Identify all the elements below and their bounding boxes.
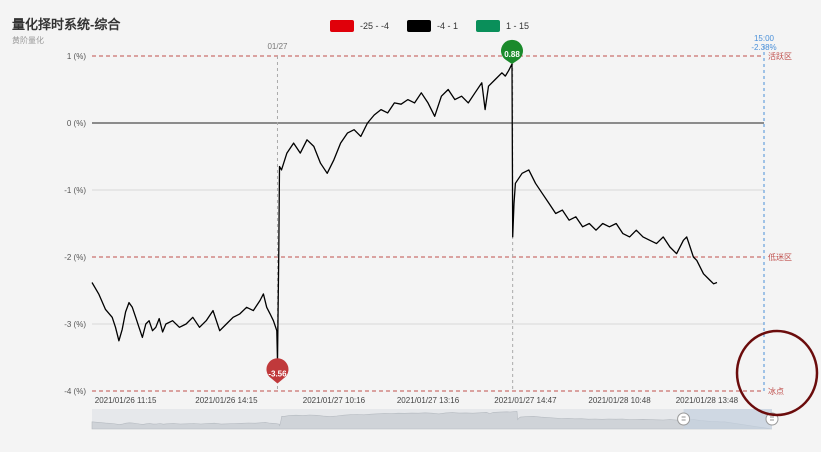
navigator-selection[interactable] [683,409,772,429]
min-marker-label: -3.56 [268,370,287,379]
chart-subtitle: 黄阶量化 [12,36,44,45]
y-tick-label: -4 (%) [64,387,86,396]
legend-item[interactable]: 1 - 15 [476,20,529,32]
legend-item[interactable]: -25 - -4 [330,20,389,32]
y-tick-label: 1 (%) [67,52,86,61]
max-marker-pin[interactable] [501,39,524,65]
legend-swatch [407,20,432,32]
y-tick-label: -2 (%) [64,253,86,262]
legend-item[interactable]: -4 - 1 [407,20,458,32]
zone-label: 低迷区 [768,252,792,262]
legend-label: 1 - 15 [506,21,530,31]
series-line [91,63,718,363]
annotation-circle [735,329,819,417]
navigator-series [91,411,773,430]
day-marker-label: 01/27 [267,42,288,51]
zone-label: 冰点 [768,386,784,396]
legend-label: -4 - 1 [437,21,459,31]
min-marker-pin[interactable] [266,358,289,384]
x-tick-label: 2021/01/26 11:15 [95,396,157,405]
y-tick-label: -1 (%) [64,186,86,195]
legend-swatch [476,20,501,32]
navigator-handle[interactable] [677,412,691,426]
y-tick-label: 0 (%) [67,119,86,128]
zone-label: 活跃区 [768,51,792,61]
x-tick-label: 2021/01/27 13:16 [397,396,460,405]
end-marker-time: 15:00 [754,34,775,43]
legend-label: -25 - -4 [360,21,390,31]
legend: -25 - -4 -4 - 1 1 - 15 [330,20,529,32]
chart-title: 量化择时系统-综合 [12,17,121,32]
end-marker-value: -2.38% [751,43,776,52]
x-tick-label: 2021/01/27 14:47 [494,396,557,405]
x-tick-label: 2021/01/28 10:48 [588,396,651,405]
max-marker-label: 0.88 [504,50,520,59]
x-tick-label: 2021/01/27 10:16 [303,396,366,405]
y-tick-label: -3 (%) [64,320,86,329]
x-tick-label: 2021/01/28 13:48 [676,396,739,405]
legend-swatch [330,20,354,32]
x-tick-label: 2021/01/26 14:15 [195,396,258,405]
